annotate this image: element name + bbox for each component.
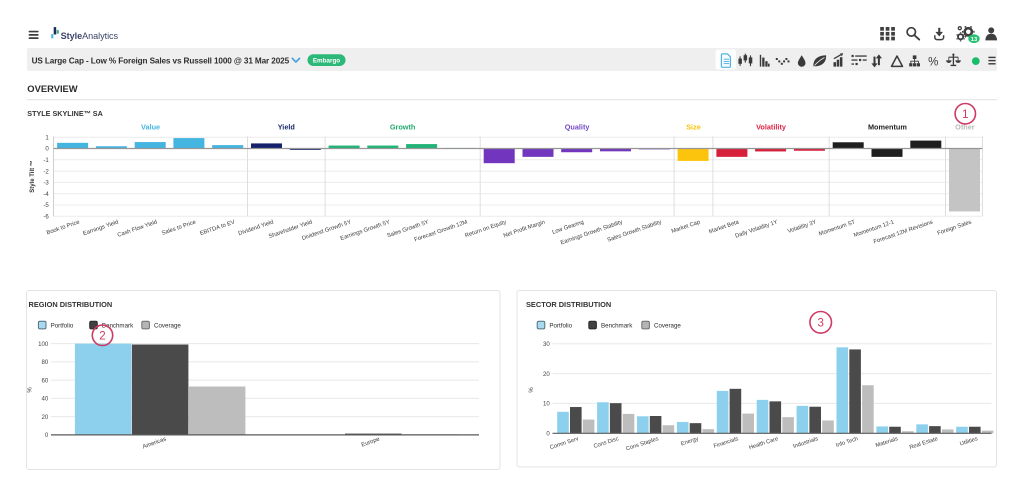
svg-text:Daily Volatility 1Y: Daily Volatility 1Y — [735, 219, 779, 239]
svg-text:1: 1 — [45, 134, 49, 141]
svg-text:-4: -4 — [43, 191, 49, 198]
svg-text:13: 13 — [971, 37, 978, 43]
svg-text:Market Cap: Market Cap — [671, 220, 701, 235]
svg-text:10: 10 — [543, 401, 550, 408]
svg-text:Coverage: Coverage — [154, 323, 181, 330]
svg-text:80: 80 — [42, 359, 49, 366]
svg-text:Portfolio: Portfolio — [549, 323, 572, 330]
svg-text:%: % — [928, 57, 938, 69]
svg-text:US Large Cap - Low % Foreign S: US Large Cap - Low % Foreign Sales vs Ru… — [32, 57, 290, 66]
svg-text:-3: -3 — [43, 180, 49, 187]
svg-text:Portfolio: Portfolio — [51, 323, 74, 330]
svg-text:Value: Value — [141, 123, 160, 132]
svg-text:2: 2 — [99, 330, 105, 342]
svg-text:REGION DISTRIBUTION: REGION DISTRIBUTION — [29, 300, 113, 309]
svg-text:Other: Other — [955, 123, 975, 132]
svg-text:Utilities: Utilities — [959, 436, 978, 447]
svg-text:Foreign Sales: Foreign Sales — [937, 219, 973, 236]
svg-text:0: 0 — [45, 432, 49, 439]
svg-text:EBITDA to EV: EBITDA to EV — [199, 219, 236, 237]
svg-text:0: 0 — [45, 146, 49, 153]
svg-text:Net Profit Margin: Net Profit Margin — [503, 220, 546, 240]
svg-text:Volatility 3Y: Volatility 3Y — [787, 219, 817, 234]
svg-text:Embargo: Embargo — [313, 57, 340, 64]
svg-text:SECTOR DISTRIBUTION: SECTOR DISTRIBUTION — [526, 300, 611, 309]
svg-text:Style Tilt ™: Style Tilt ™ — [29, 160, 36, 193]
svg-text:1: 1 — [962, 109, 968, 121]
svg-text:Coverage: Coverage — [654, 323, 681, 330]
svg-text:0: 0 — [546, 431, 550, 438]
svg-text:-5: -5 — [43, 202, 49, 209]
svg-text:Benchmark: Benchmark — [102, 323, 134, 330]
svg-text:40: 40 — [42, 396, 49, 403]
svg-text:Growth: Growth — [390, 123, 416, 132]
svg-text:Yield: Yield — [278, 123, 295, 132]
svg-text:Benchmark: Benchmark — [601, 323, 633, 330]
svg-text:%: % — [528, 387, 535, 393]
svg-text:20: 20 — [42, 414, 49, 421]
svg-text:Size: Size — [686, 123, 701, 132]
svg-text:Cash Flow Yield: Cash Flow Yield — [117, 220, 158, 239]
svg-text:-6: -6 — [43, 214, 49, 221]
svg-text:Return on Equity: Return on Equity — [464, 219, 507, 239]
svg-text:30: 30 — [543, 341, 550, 348]
svg-text:Momentum: Momentum — [868, 123, 907, 132]
svg-text:3: 3 — [817, 318, 823, 330]
svg-text:-1: -1 — [43, 157, 49, 164]
svg-text:Quality: Quality — [565, 123, 591, 132]
svg-text:STYLE SKYLINE™ SA: STYLE SKYLINE™ SA — [27, 109, 102, 118]
svg-text:100: 100 — [38, 341, 49, 348]
svg-text:Earnings Yield: Earnings Yield — [82, 220, 119, 238]
svg-text:Book to Price: Book to Price — [46, 220, 81, 237]
svg-text:20: 20 — [543, 371, 550, 378]
svg-text:Momentum ST: Momentum ST — [818, 219, 856, 237]
svg-text:Volatility: Volatility — [756, 123, 787, 132]
svg-text:%: % — [27, 387, 34, 393]
svg-text:Sales to Price: Sales to Price — [161, 220, 197, 237]
svg-text:StyleAnalytics: StyleAnalytics — [61, 31, 119, 41]
svg-text:60: 60 — [42, 377, 49, 384]
svg-text:-2: -2 — [43, 168, 49, 175]
svg-text:OVERVIEW: OVERVIEW — [27, 83, 78, 94]
svg-text:Energy: Energy — [680, 436, 699, 447]
